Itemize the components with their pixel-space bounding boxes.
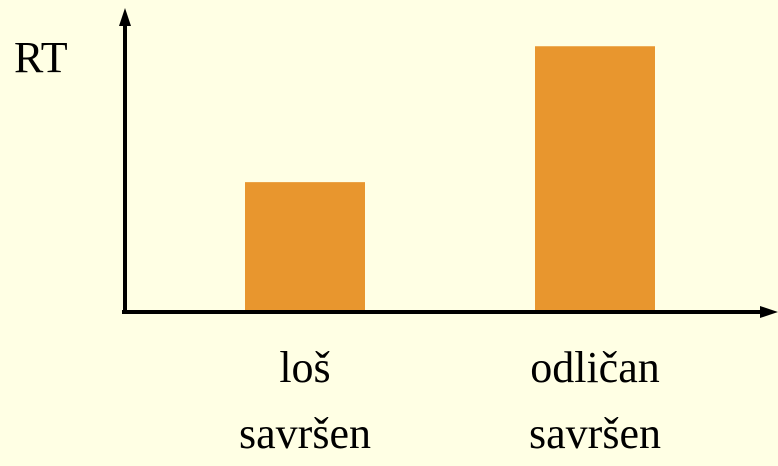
x-tick-label: odličan	[530, 343, 660, 392]
x-tick-label: savršen	[239, 409, 371, 458]
bar	[535, 46, 655, 313]
x-tick-label: loš	[279, 343, 330, 392]
y-axis-label: RT	[14, 33, 68, 82]
y-axis-arrow	[119, 8, 131, 26]
x-axis-arrow	[760, 306, 778, 318]
bar	[245, 182, 365, 312]
x-tick-label: savršen	[529, 409, 661, 458]
